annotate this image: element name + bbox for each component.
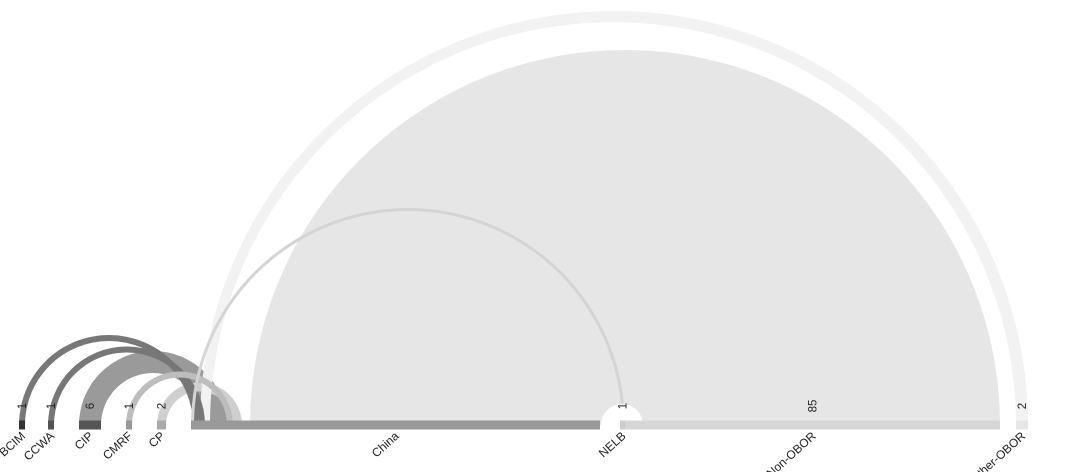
count-label-ccwa: 1 xyxy=(46,403,58,409)
count-label-cip: 6 xyxy=(85,403,97,409)
node-other-obor xyxy=(1016,420,1028,430)
count-label-non-obor: 85 xyxy=(808,400,820,413)
count-label-nelb: 1 xyxy=(618,403,630,409)
count-label-bcim: 1 xyxy=(17,403,29,409)
link-china-non-obor xyxy=(250,50,1000,425)
node-cip xyxy=(79,420,101,430)
nodes-layer xyxy=(19,420,1028,430)
node-label-china: China xyxy=(369,429,402,461)
links-layer xyxy=(19,11,1028,446)
node-label-cip: CIP xyxy=(72,429,96,453)
link-cmrf-china xyxy=(126,371,233,425)
counts-layer: 1 1 6 1 2 1 85 2 xyxy=(17,400,1029,413)
node-cmrf xyxy=(126,420,132,430)
node-non-obor xyxy=(625,420,1000,430)
count-label-cmrf: 1 xyxy=(124,403,136,409)
node-cp xyxy=(157,420,166,430)
link-cip-china xyxy=(79,351,227,425)
count-label-other-obor: 2 xyxy=(1017,403,1029,409)
node-label-cmrf: CMRF xyxy=(100,429,135,463)
node-label-non-obor: Non-OBOR xyxy=(764,429,819,472)
node-china xyxy=(191,420,600,430)
node-bcim xyxy=(19,420,25,430)
node-label-other-obor: Other-OBOR xyxy=(967,429,1028,472)
node-nelb xyxy=(620,420,625,430)
node-label-ccwa: CCWA xyxy=(21,429,57,464)
node-ccwa xyxy=(48,420,54,430)
count-label-cp: 2 xyxy=(157,403,169,409)
node-label-cp: CP xyxy=(146,429,168,451)
